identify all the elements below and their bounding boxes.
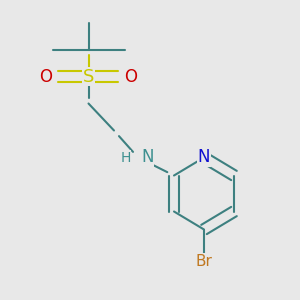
Text: H: H xyxy=(120,151,130,164)
Text: N: N xyxy=(198,148,210,166)
Text: Br: Br xyxy=(196,254,212,269)
Text: S: S xyxy=(83,68,94,85)
Text: N: N xyxy=(141,148,154,166)
Text: O: O xyxy=(124,68,137,85)
Text: O: O xyxy=(40,68,52,85)
